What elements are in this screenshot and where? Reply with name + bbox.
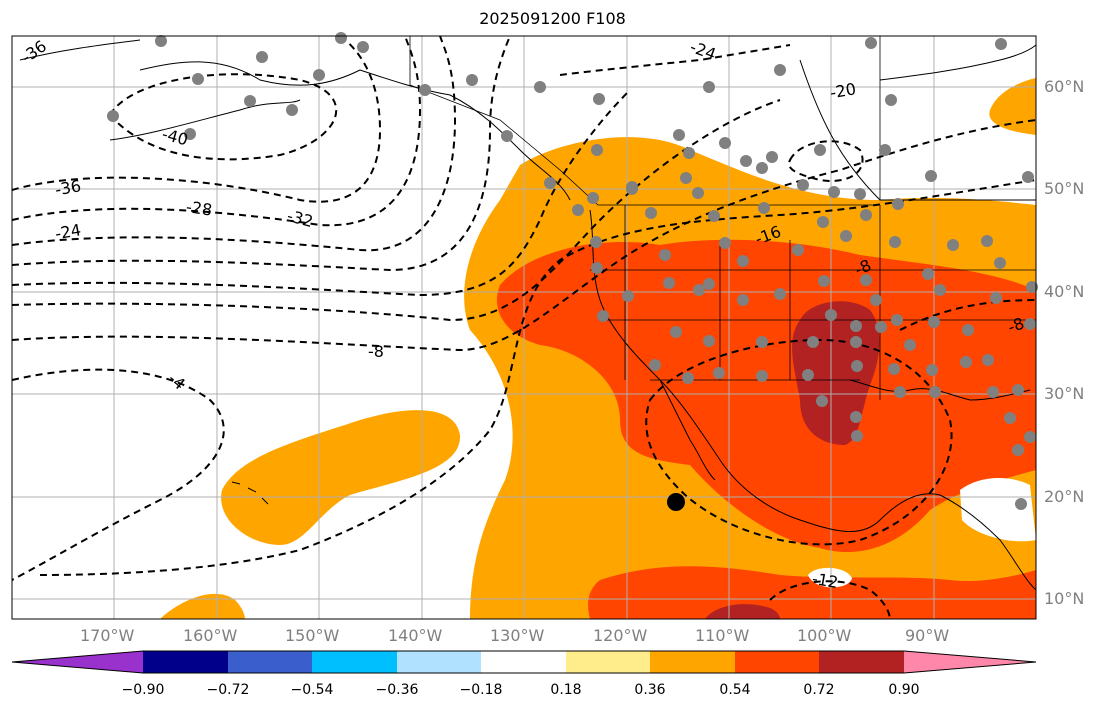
anomaly-region-orange-sw <box>160 593 245 619</box>
contour-lines <box>12 36 1036 619</box>
contour-label: -4 <box>165 369 189 394</box>
colorbar-tick-label: 0.90 <box>888 682 920 698</box>
colorbar-swatch <box>143 651 228 673</box>
anomaly-region-red-south <box>588 566 1036 619</box>
latitude-label: 40°N <box>1044 282 1085 301</box>
contour-label: -32 <box>285 206 315 231</box>
anomaly-region-darkred-south <box>705 604 780 619</box>
anomaly-region-orange-ne <box>989 78 1036 135</box>
map-frame <box>11 35 1037 620</box>
longitude-label: 100°W <box>797 626 852 645</box>
map-title: 2025091200 F108 <box>479 9 626 28</box>
contour-label: -36 <box>18 36 50 67</box>
colorbar-outline <box>11 650 1037 674</box>
colorbar-swatch <box>650 651 735 673</box>
colorbar-swatch <box>481 651 566 673</box>
longitude-label: 120°W <box>593 626 648 645</box>
colorbar-tick-label: −0.72 <box>206 682 250 698</box>
colorbar-swatch <box>735 651 820 673</box>
colorbar-swatch <box>397 651 482 673</box>
contour-label: -8 <box>368 342 384 361</box>
latitude-label: 60°N <box>1044 77 1085 96</box>
latitude-label: 50°N <box>1044 179 1085 198</box>
contour-label: -12 <box>811 569 840 592</box>
longitude-label: 140°W <box>388 626 443 645</box>
colorbar-swatch <box>566 651 651 673</box>
colorbar-swatch <box>819 651 904 673</box>
colorbar-extend-high <box>904 651 1036 673</box>
coastlines <box>19 39 1036 591</box>
colorbar-extend-low <box>12 651 143 673</box>
latitude-label: 30°N <box>1044 384 1085 403</box>
map-fill-layer <box>160 78 1036 619</box>
longitude-label: 150°W <box>285 626 340 645</box>
colorbar-swatch <box>312 651 397 673</box>
colorbar-tick-label: −0.18 <box>459 682 503 698</box>
colorbar-tick-label: 0.72 <box>803 682 835 698</box>
colorbar-tick-label: 0.54 <box>719 682 751 698</box>
contour-label: -8 <box>852 255 874 279</box>
anomaly-region-orange-hawaii <box>221 410 461 545</box>
latitude-label: 20°N <box>1044 487 1085 506</box>
contour-label: -36 <box>53 176 82 199</box>
latitude-label: 10°N <box>1044 589 1085 608</box>
colorbar <box>11 650 1037 674</box>
colorbar-tick-label: 0.36 <box>634 682 666 698</box>
colorbar-tick-label: −0.36 <box>375 682 419 698</box>
colorbar-swatch <box>228 651 313 673</box>
longitude-label: 160°W <box>183 626 238 645</box>
colorbar-tick-label: 0.18 <box>550 682 582 698</box>
colorbar-tick-label: −0.90 <box>121 682 165 698</box>
station-markers <box>107 32 1038 510</box>
longitude-label: 130°W <box>490 626 545 645</box>
longitude-label: 110°W <box>695 626 750 645</box>
contour-label: -20 <box>828 79 857 102</box>
storm-center-marker <box>667 493 685 511</box>
anomaly-hole-caribbean <box>960 478 1036 542</box>
contour-label: -8 <box>1005 314 1026 337</box>
longitude-label: 170°W <box>80 626 135 645</box>
contour-label: -40 <box>160 124 190 149</box>
colorbar-tick-label: −0.54 <box>290 682 334 698</box>
contour-label: -24 <box>53 220 82 243</box>
contour-label: -28 <box>185 197 214 219</box>
longitude-label: 90°W <box>905 626 950 645</box>
